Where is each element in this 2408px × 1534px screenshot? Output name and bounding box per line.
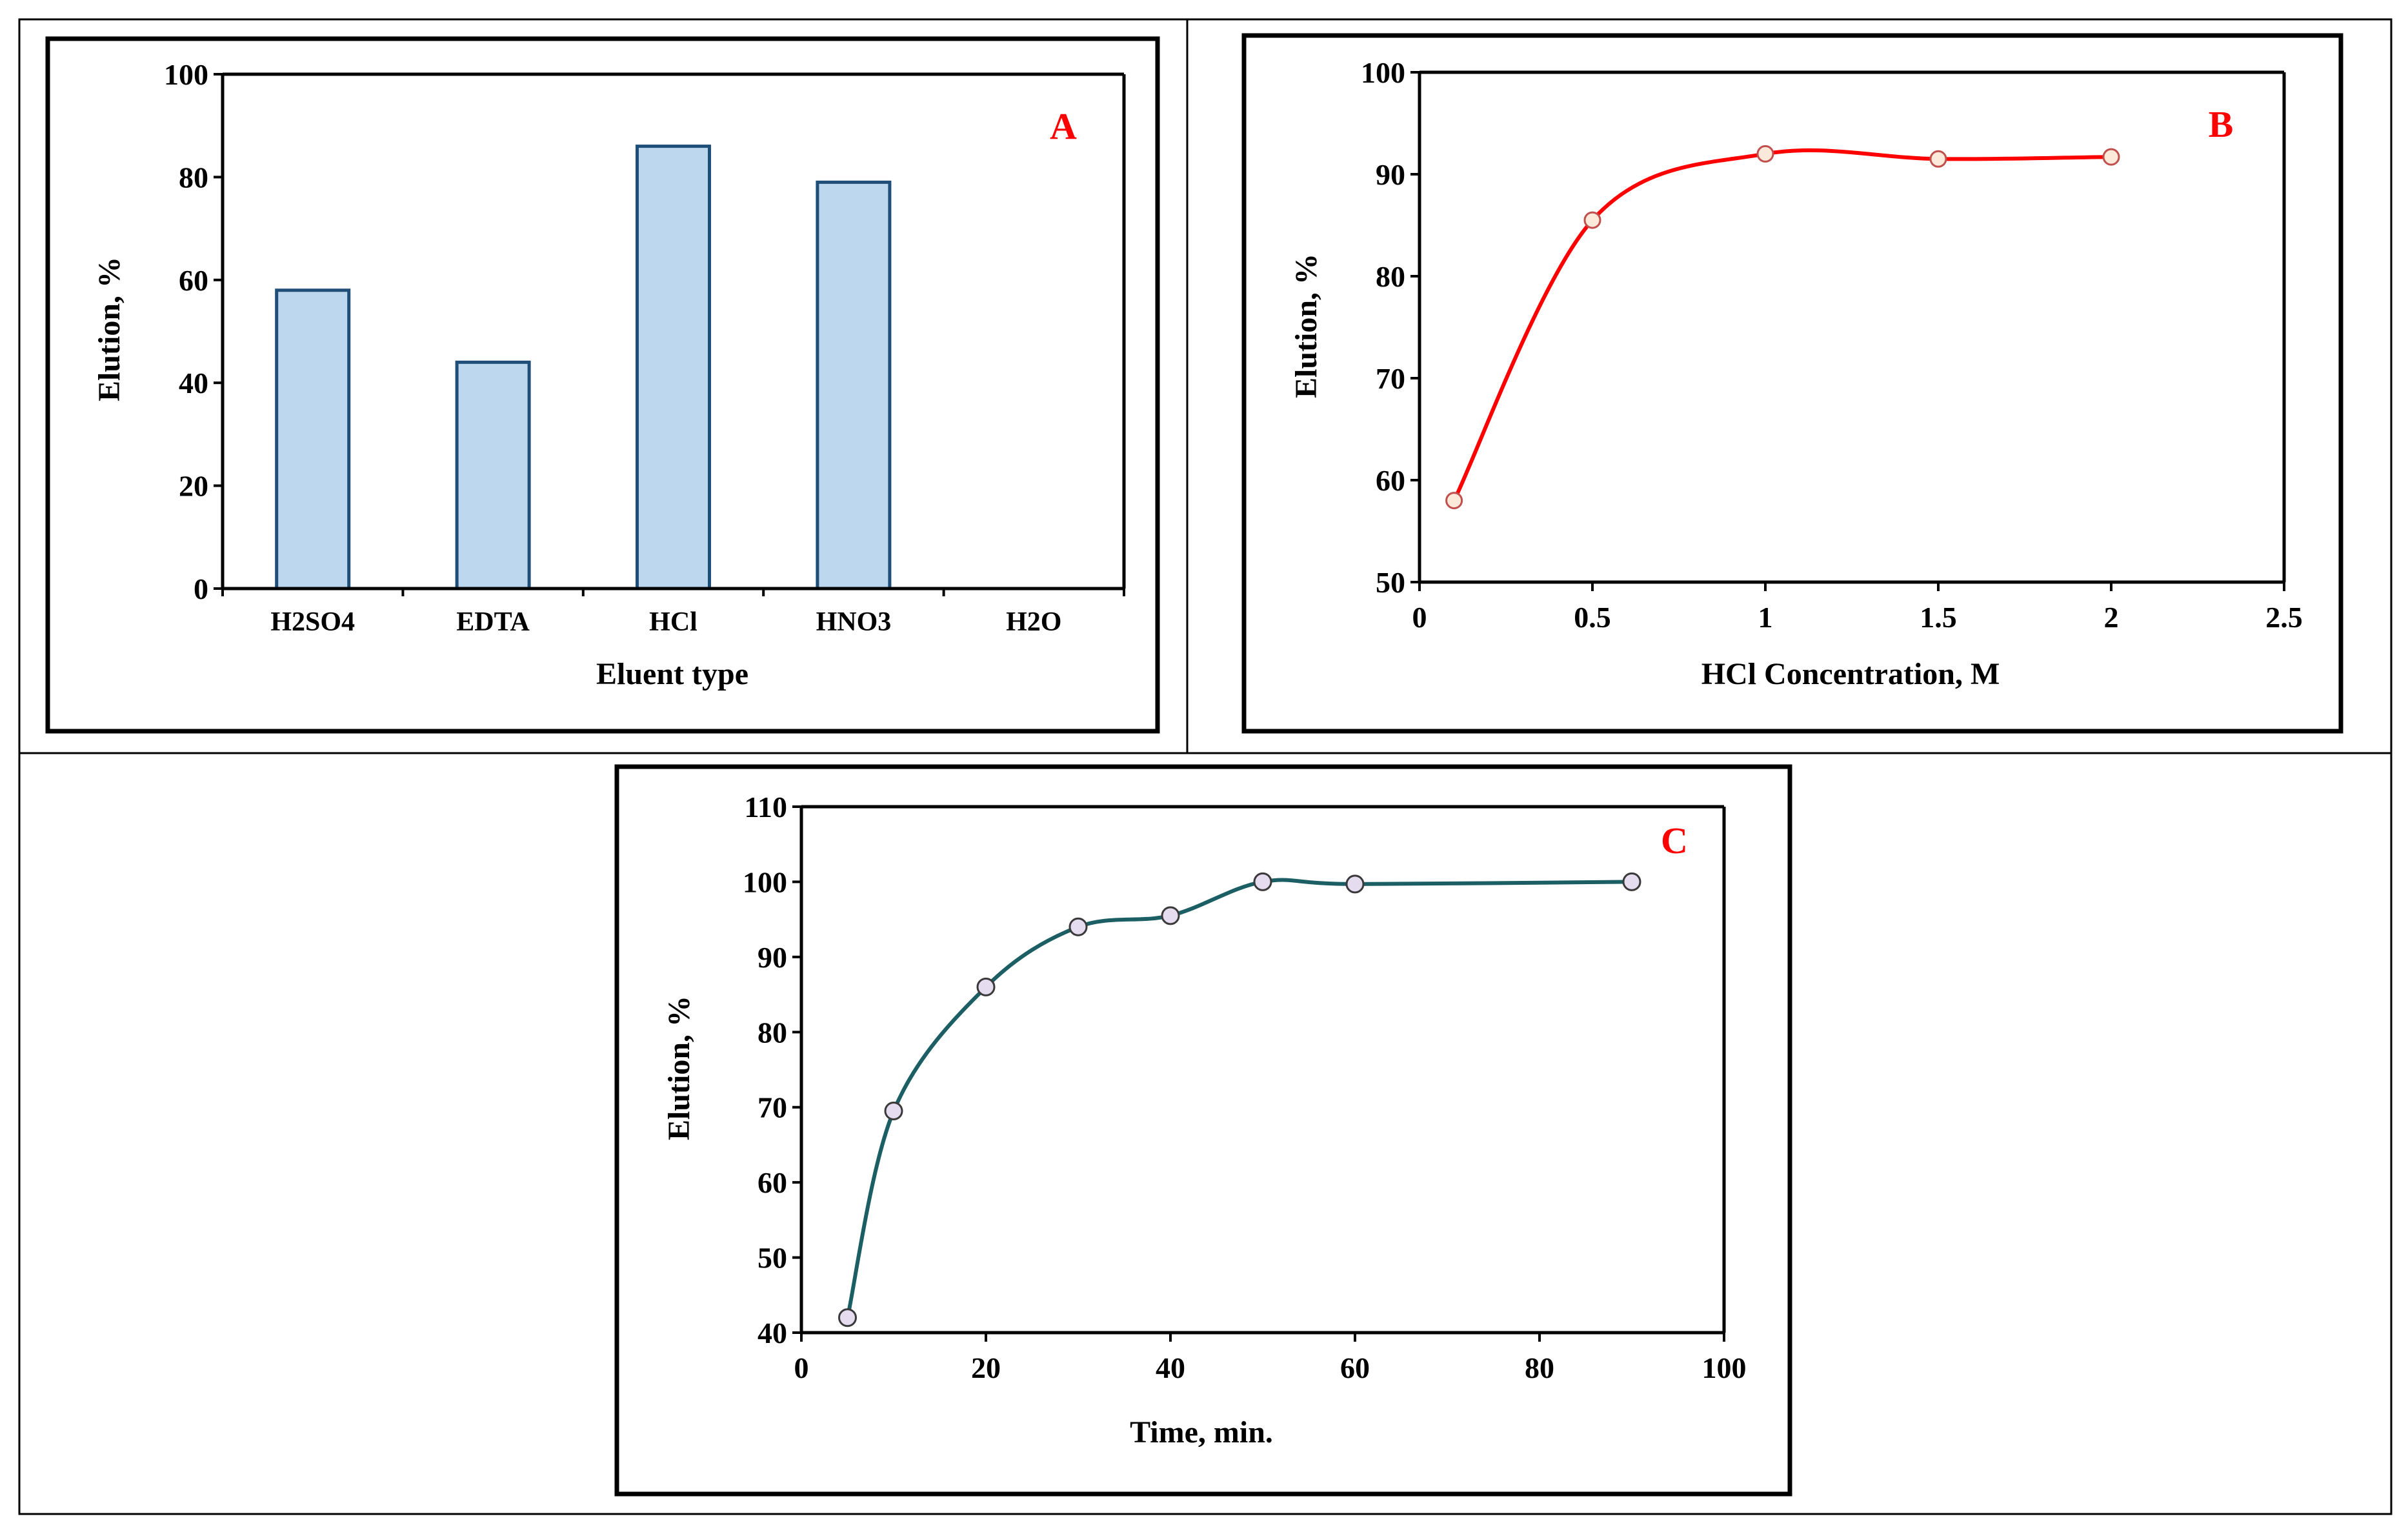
y-tick-label: 90 <box>1376 158 1405 191</box>
x-tick-label: H2O <box>1006 607 1061 637</box>
data-point <box>2102 148 2120 166</box>
y-tick-label: 80 <box>758 1016 787 1049</box>
y-tick-label: 50 <box>1376 566 1405 599</box>
x-tick-label: 2 <box>2104 601 2119 634</box>
x-tick-label: 1 <box>1758 601 1773 634</box>
y-tick-label: 100 <box>743 865 787 898</box>
x-tick-label: 2.5 <box>2265 601 2303 634</box>
panel-a-frame <box>45 36 1160 734</box>
y-axis-title: Elution, % <box>662 996 696 1140</box>
data-point <box>1069 917 1088 936</box>
panel-c-frame <box>614 764 1792 1497</box>
x-tick-label: H2SO4 <box>270 607 355 637</box>
layout-table-border <box>18 18 2393 1515</box>
panel-b-frame <box>1241 33 2343 734</box>
data-point <box>1345 874 1365 894</box>
y-tick-label: 50 <box>758 1242 787 1275</box>
data-point <box>1583 211 1601 229</box>
x-tick-label: 80 <box>1525 1351 1554 1384</box>
y-tick-label: 60 <box>1376 464 1405 497</box>
x-tick-label: 60 <box>1340 1351 1370 1384</box>
panel-letter-b: B <box>2209 103 2234 145</box>
chart-panel-c: Elution, % Time, min. C 40 50 60 70 80 90 100 1… <box>614 764 1792 1497</box>
y-tick-label: 70 <box>758 1091 787 1124</box>
y-axis-title-text: Elution, % <box>92 257 126 401</box>
x-tick-label: 0 <box>1412 601 1427 634</box>
x-tick-label: EDTA <box>456 607 530 637</box>
data-point <box>838 1308 857 1327</box>
y-axis-title: Elution, % <box>1289 254 1323 398</box>
y-tick-label: 70 <box>1376 362 1405 395</box>
x-tick-label: 1.5 <box>1920 601 1957 634</box>
y-tick-label: 40 <box>179 367 208 399</box>
y-tick-label: 100 <box>164 58 208 91</box>
data-point <box>1756 145 1774 163</box>
y-tick-label: 110 <box>745 791 787 823</box>
y-tick-label: 0 <box>194 572 208 605</box>
data-point <box>1929 150 1947 168</box>
bar <box>275 288 351 590</box>
x-tick-label: 40 <box>1156 1351 1185 1384</box>
x-tick-label: HNO3 <box>816 607 892 637</box>
y-tick-label: 40 <box>758 1317 787 1349</box>
data-point <box>1253 872 1272 891</box>
y-axis-title: Elution, % <box>92 257 126 401</box>
series-line <box>1452 148 2112 501</box>
panel-letter-a: A <box>1050 105 1077 147</box>
y-tick-label: 80 <box>1376 260 1405 293</box>
chart-panel-a: Elution, % Eluent type A 0 20 40 60 80 100 H2S… <box>45 36 1160 734</box>
y-tick-label: 80 <box>179 161 208 194</box>
x-tick-label: HCl <box>649 607 697 637</box>
data-point <box>884 1102 903 1121</box>
bar <box>816 180 892 590</box>
y-tick-label: 60 <box>179 264 208 297</box>
x-axis-title: Time, min. <box>1130 1415 1273 1449</box>
x-axis-title: Eluent type <box>596 657 748 691</box>
y-tick-label: 100 <box>1361 56 1405 89</box>
chart-panel-b: Elution, % HCl Concentration, M B 50 60 70… <box>1241 33 2343 734</box>
x-tick-label: 0.5 <box>1574 601 1611 634</box>
data-point <box>1622 872 1641 891</box>
y-tick-label: 60 <box>758 1166 787 1199</box>
x-tick-label: 20 <box>971 1351 1001 1384</box>
data-point <box>1445 492 1463 510</box>
data-point <box>976 977 996 996</box>
y-tick-label: 20 <box>179 470 208 503</box>
y-tick-label: 90 <box>758 941 787 974</box>
bar <box>636 145 711 590</box>
bar <box>455 360 531 590</box>
panel-letter-c: C <box>1661 820 1688 862</box>
data-point <box>1161 906 1180 925</box>
x-tick-label: 100 <box>1702 1351 1747 1384</box>
x-axis-title: HCl Concentration, M <box>1701 657 2000 691</box>
x-tick-label: 0 <box>794 1351 809 1384</box>
